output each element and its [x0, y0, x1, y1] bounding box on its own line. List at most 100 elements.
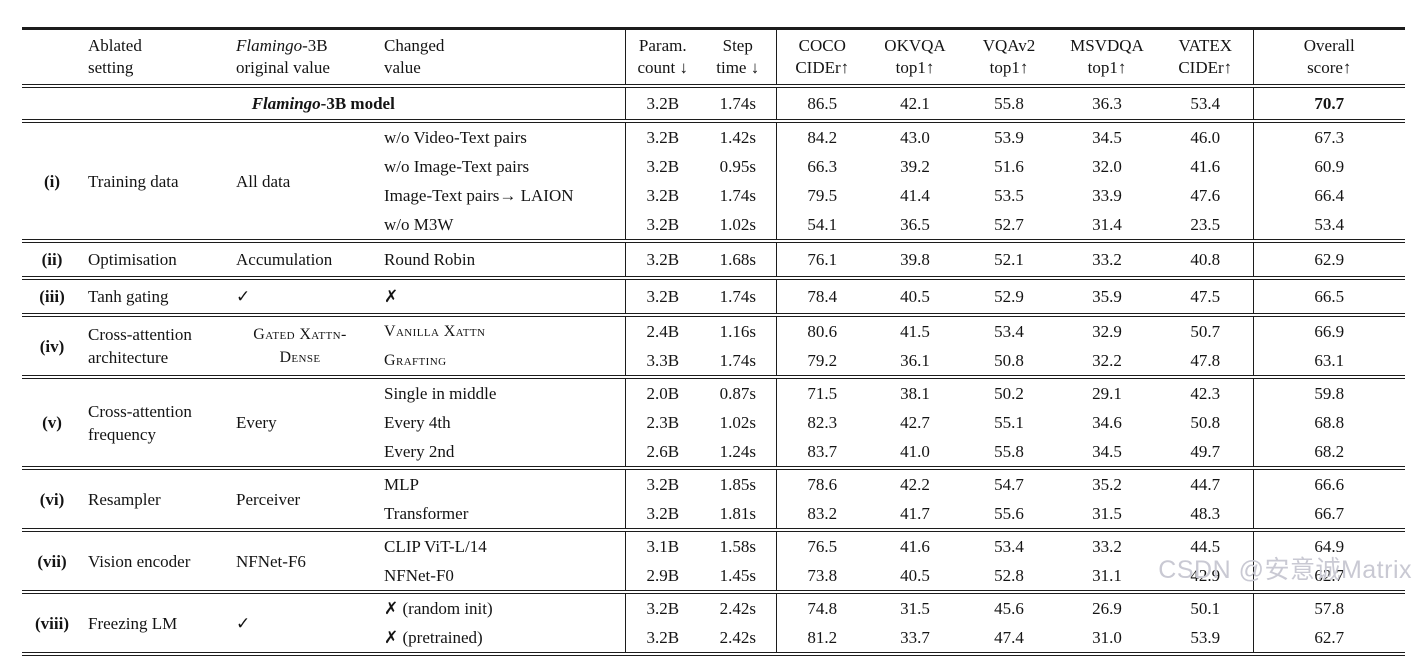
cell-okvqa: 40.5 — [900, 287, 930, 306]
header-vqav2: VQAv2 top1↑ — [962, 29, 1056, 87]
cell-vatex: 50.7 — [1190, 322, 1221, 341]
changed-value: Every 4th — [384, 413, 451, 432]
header-line: MSVDQA — [1070, 36, 1144, 55]
cell-coco: 76.5 — [775, 530, 868, 561]
cell-okvqa: 39.2 — [900, 157, 930, 176]
cell-okvqa: 41.5 — [900, 322, 930, 341]
ablation-table: Ablated setting Flamingo-3B original val… — [22, 27, 1405, 656]
cell-vqav2: 55.1 — [994, 413, 1024, 432]
cell-param: 3.2B — [624, 278, 700, 315]
cell-okvqa: 39.8 — [900, 250, 930, 269]
cell-msvdqa: 26.9 — [1092, 599, 1122, 618]
header-line: time ↓ — [716, 58, 760, 77]
cell-param: 3.3B — [624, 346, 700, 377]
row-index: (iv) — [39, 336, 65, 356]
group-tanh-gating: (iii) Tanh gating ✓ ✗ 3.2B 1.74s 78.4 40… — [22, 278, 1405, 315]
cell-overall: 66.5 — [1252, 278, 1405, 315]
header-line: Param. — [638, 36, 687, 55]
header-index — [22, 29, 82, 87]
original-value: All data — [236, 171, 291, 191]
cell-vatex: 53.9 — [1190, 628, 1221, 647]
cell-coco: 84.2 — [775, 121, 868, 152]
table-row: (i) Training data All data w/o Video-Tex… — [22, 121, 1405, 191]
cell-overall: 64.9 — [1252, 530, 1405, 561]
baseline-block: Flamingo-3B model 3.2B 1.74s 86.5 42.1 5… — [22, 86, 1405, 121]
cell-vqav2: 53.9 — [994, 128, 1024, 147]
header-changed-value: Changed value — [378, 29, 625, 87]
row-index: (vi) — [39, 489, 65, 509]
cell-overall: 62.7 — [1252, 561, 1405, 592]
cell-okvqa: 41.7 — [900, 504, 930, 523]
cell-coco: 74.8 — [775, 592, 868, 623]
header-line: top1↑ — [1087, 58, 1127, 77]
cell-overall: 62.9 — [1252, 241, 1405, 278]
table-row: NFNet-F0 2.9B 1.45s 73.8 40.5 52.8 31.1 … — [22, 561, 1405, 592]
group-xattn-architecture: (iv) Cross-attention architecture Gated … — [22, 315, 1405, 377]
cell-step: 0.87s — [719, 384, 756, 403]
cell-msvdqa: 33.9 — [1092, 186, 1122, 205]
group-resampler: (vi) Resampler Perceiver MLP 3.2B 1.85s … — [22, 468, 1405, 530]
cell-msvdqa: 33.2 — [1092, 250, 1122, 269]
cell-param: 3.2B — [624, 86, 700, 121]
changed-value: Round Robin — [384, 250, 476, 269]
cell-msvdqa: 34.5 — [1092, 128, 1122, 147]
changed-value: ✗ (pretrained) — [384, 628, 483, 647]
original-value: Gated Xattn-Dense — [253, 326, 347, 366]
flamingo-italic: Flamingo — [251, 94, 321, 113]
cell-overall: 66.9 — [1252, 315, 1405, 346]
cell-coco: 78.4 — [775, 278, 868, 315]
row-index: (i) — [43, 171, 61, 191]
header-line: score↑ — [1307, 58, 1352, 77]
cell-okvqa: 42.7 — [900, 413, 930, 432]
cell-okvqa: 38.1 — [900, 384, 930, 403]
cell-okvqa: 40.5 — [900, 566, 930, 585]
cell-step: 1.58s — [719, 537, 756, 556]
cell-vqav2: 47.4 — [994, 628, 1024, 647]
cell-step: 1.42s — [719, 128, 756, 147]
cell-param: 3.2B — [624, 241, 700, 278]
table-row: (iv) Cross-attention architecture Gated … — [22, 315, 1405, 367]
cell-step: 1.16s — [719, 322, 756, 341]
cell-vatex: 47.6 — [1190, 186, 1221, 205]
cell-overall: 66.4 — [1252, 181, 1405, 210]
group-training-data: (i) Training data All data w/o Video-Tex… — [22, 121, 1405, 241]
cell-step: 1.74s — [719, 186, 756, 205]
cell-vqav2: 52.8 — [994, 566, 1024, 585]
cell-overall: 57.8 — [1252, 592, 1405, 623]
cell-msvdqa: 33.2 — [1092, 537, 1122, 556]
header-vatex: VATEX CIDEr↑ — [1158, 29, 1253, 87]
row-index: (ii) — [41, 250, 63, 269]
cell-okvqa: 41.6 — [900, 537, 930, 556]
cell-step: 1.74s — [719, 351, 756, 370]
ablated-setting: Tanh gating — [88, 287, 169, 306]
changed-value: Grafting — [384, 352, 447, 369]
header-param-count: Param. count ↓ — [624, 28, 700, 86]
header-ablated-setting: Ablated setting — [82, 29, 230, 87]
cell-vqav2: 53.4 — [994, 537, 1024, 556]
cell-coco: 83.7 — [775, 437, 868, 468]
table-row: Transformer 3.2B 1.81s 83.2 41.7 55.6 31… — [22, 499, 1405, 530]
header-line: COCO — [798, 36, 846, 55]
cell-vatex: 40.8 — [1190, 250, 1221, 269]
header-line: OKVQA — [884, 36, 946, 55]
changed-value: Vanilla Xattn — [384, 323, 486, 340]
header-line: Changed — [384, 36, 445, 55]
cell-okvqa: 41.4 — [900, 186, 930, 205]
original-value: NFNet-F6 — [236, 551, 306, 571]
cell-param: 2.9B — [624, 561, 700, 592]
table-row: Image-Text pairs→ LAION 3.2B 1.74s 79.5 … — [22, 181, 1405, 210]
flamingo-italic: Flamingo — [236, 36, 303, 55]
cell-overall: 68.8 — [1252, 408, 1405, 437]
header-line: Step — [722, 36, 753, 55]
cell-vatex: 42.9 — [1190, 566, 1221, 585]
table-row: (vi) Resampler Perceiver MLP 3.2B 1.85s … — [22, 468, 1405, 509]
header-coco-cider: COCO CIDEr↑ — [775, 28, 868, 86]
check-mark: ✓ — [236, 613, 251, 633]
cell-vqav2: 53.4 — [994, 322, 1024, 341]
cell-step: 1.02s — [719, 413, 756, 432]
table-header: Ablated setting Flamingo-3B original val… — [22, 28, 1405, 87]
cell-vatex: 53.4 — [1190, 94, 1221, 113]
ablated-setting: Optimisation — [88, 250, 177, 269]
cell-overall: 63.1 — [1252, 346, 1405, 377]
cell-coco: 82.3 — [775, 408, 868, 437]
